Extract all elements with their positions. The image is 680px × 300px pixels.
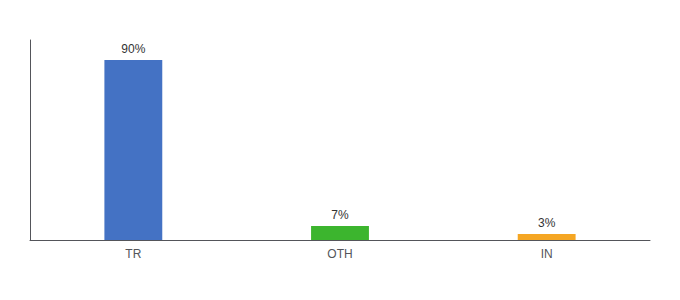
- svg-text:90%: 90%: [121, 42, 145, 56]
- svg-text:OTH: OTH: [327, 247, 352, 261]
- svg-text:TR: TR: [125, 247, 141, 261]
- svg-text:IN: IN: [541, 247, 553, 261]
- svg-text:3%: 3%: [538, 216, 556, 230]
- svg-text:7%: 7%: [331, 208, 349, 222]
